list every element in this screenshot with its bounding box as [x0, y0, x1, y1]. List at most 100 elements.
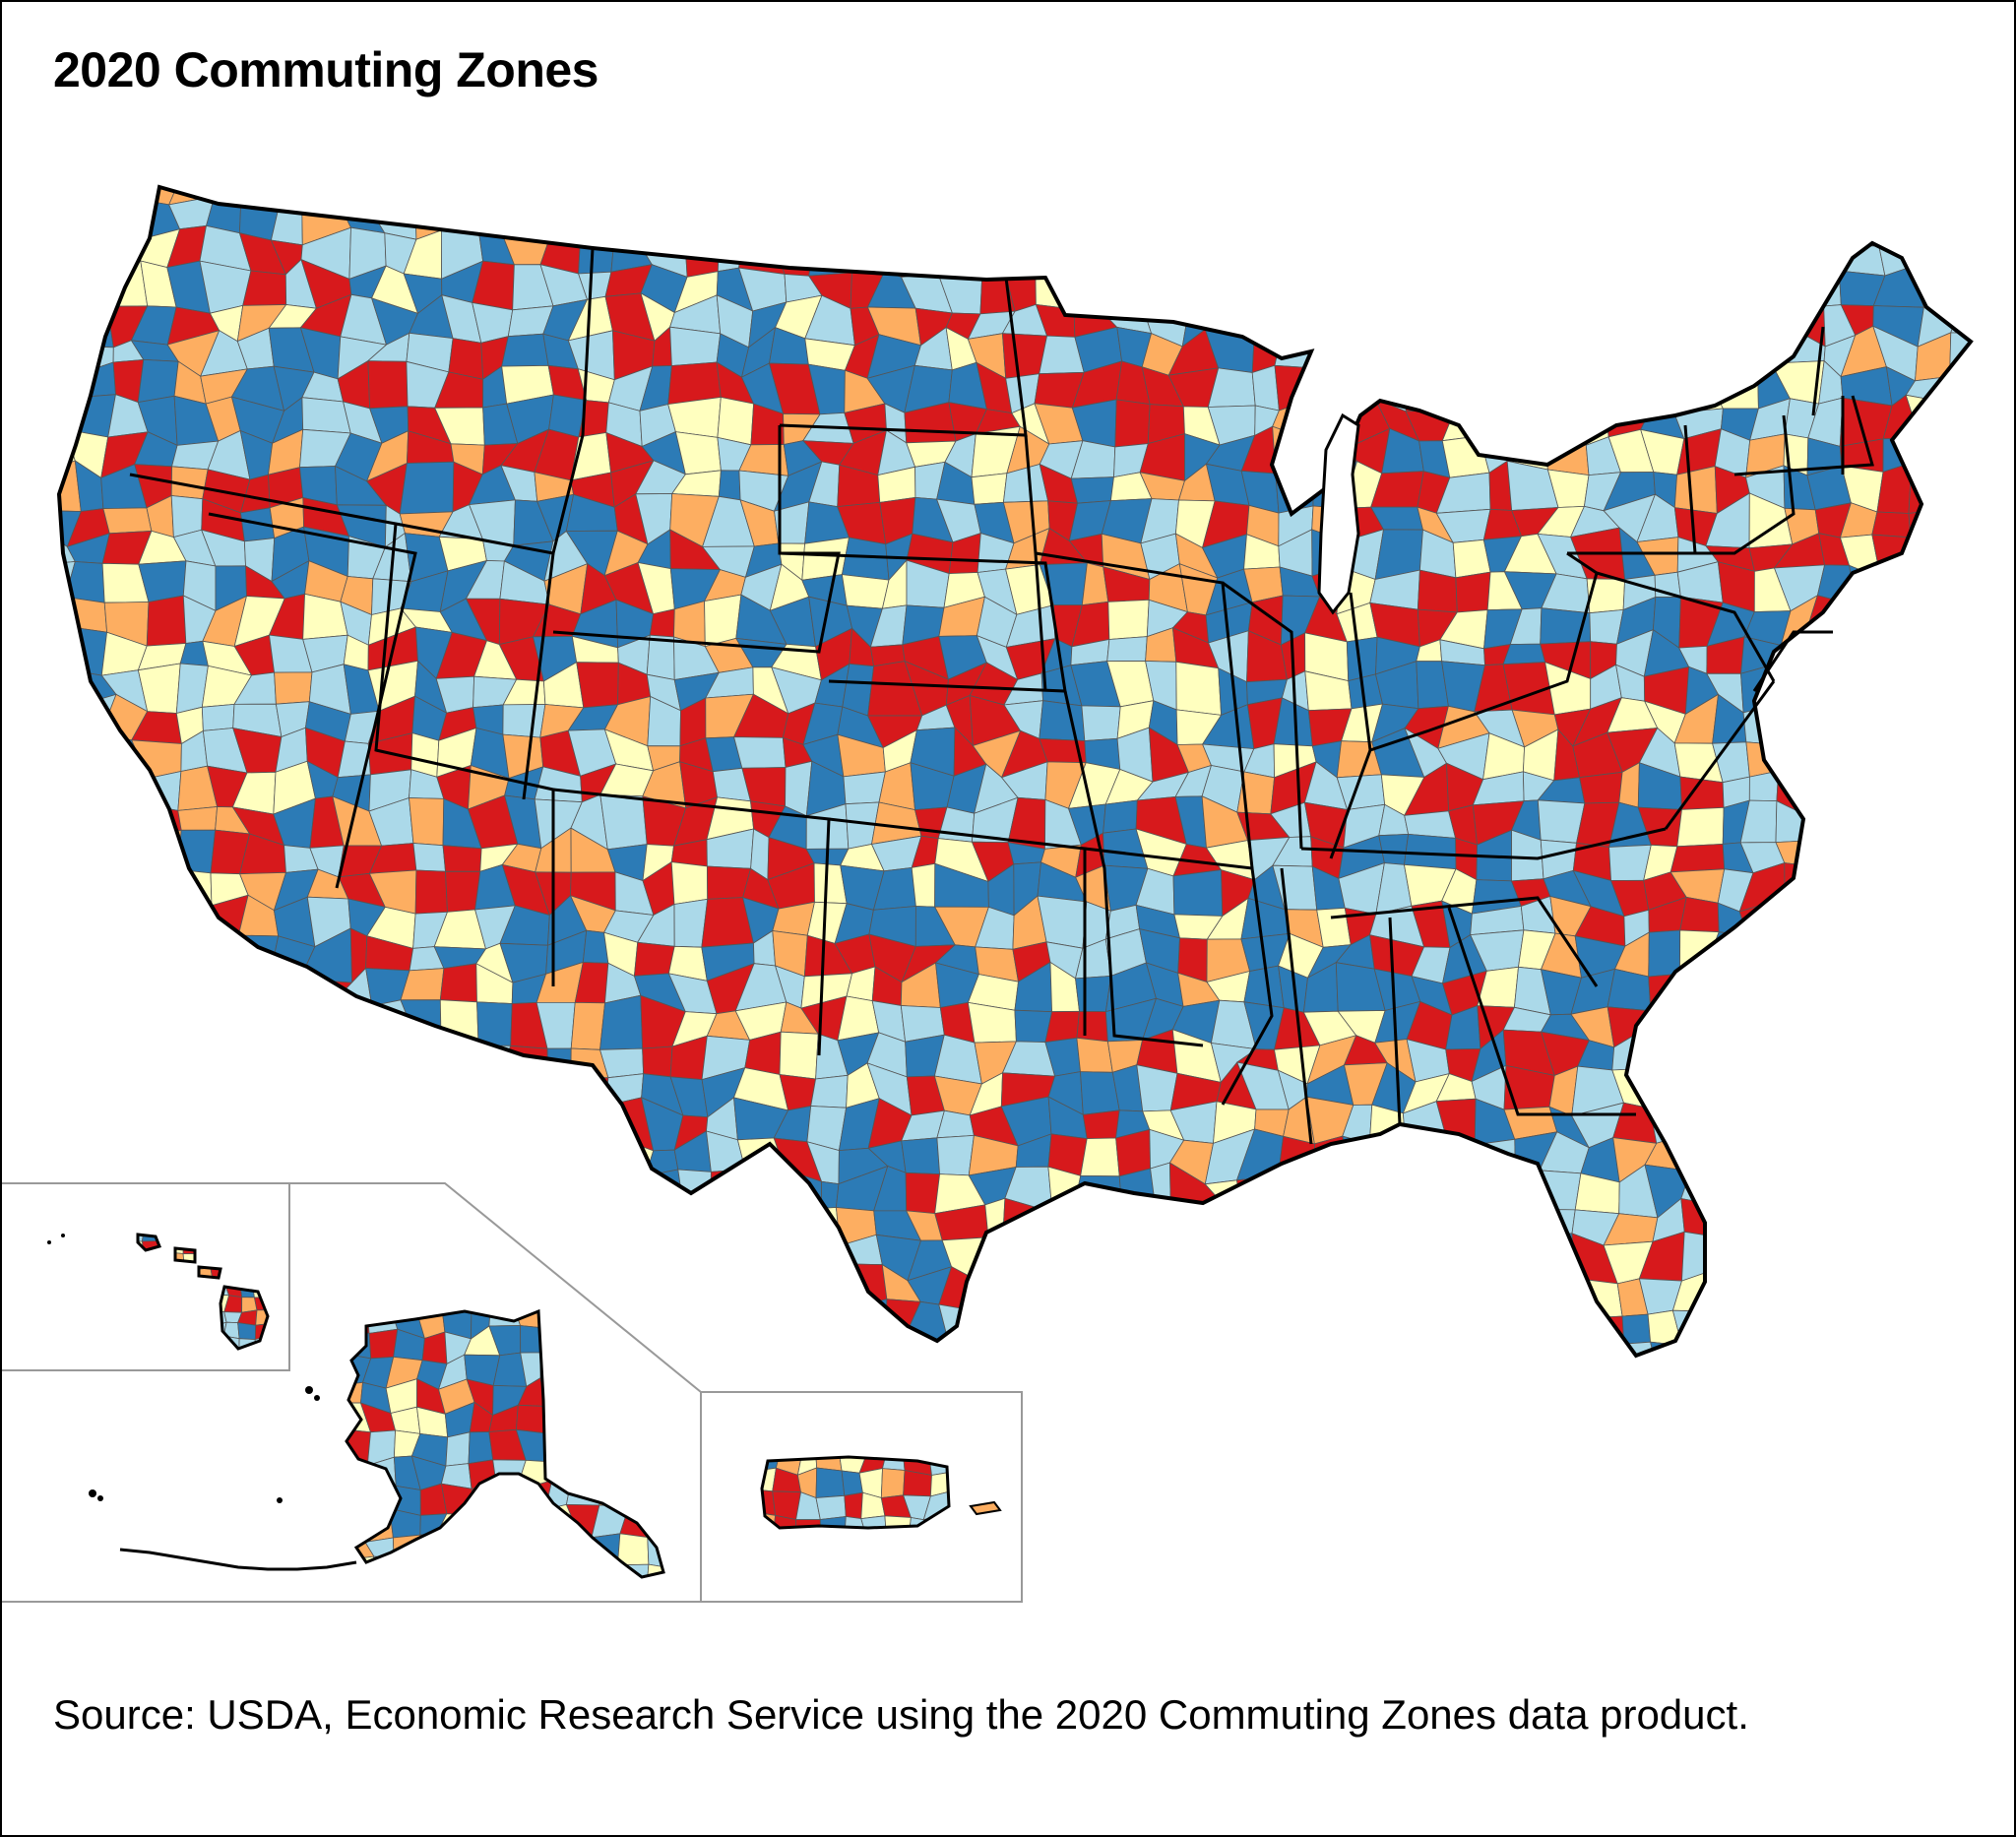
commuting-zone — [240, 187, 285, 197]
commuting-zone — [144, 1307, 159, 1326]
commuting-zone — [670, 1235, 714, 1275]
commuting-zone — [166, 1304, 220, 1345]
commuting-zone — [1908, 1203, 1953, 1244]
commuting-zone — [1807, 1215, 1851, 1241]
commuting-zone — [1941, 508, 1971, 547]
commuting-zone — [297, 1175, 353, 1202]
commuting-zone — [1942, 425, 1971, 478]
commuting-zone — [736, 187, 783, 211]
commuting-zone — [611, 193, 637, 239]
commuting-zone — [595, 1586, 627, 1613]
commuting-zone — [1076, 1010, 1108, 1043]
commuting-zone — [1975, 1313, 2014, 1340]
commuting-zone — [1743, 1241, 1781, 1279]
commuting-zone — [1070, 476, 1114, 504]
commuting-zone — [1983, 477, 2011, 512]
commuting-zone — [1915, 704, 1957, 750]
commuting-zone — [670, 861, 709, 905]
commuting-zone — [472, 1508, 497, 1540]
commuting-zone — [1582, 271, 1623, 312]
commuting-zone — [1947, 224, 1971, 273]
commuting-zone — [1377, 1201, 1416, 1249]
commuting-zone — [96, 928, 145, 967]
commuting-zone — [1742, 1031, 1793, 1065]
commuting-zone — [96, 964, 148, 1006]
commuting-zone — [669, 1359, 703, 1387]
commuting-zone — [143, 829, 182, 870]
commuting-zone — [1372, 262, 1420, 306]
commuting-zone — [2007, 1103, 2014, 1135]
commuting-zone — [71, 1230, 112, 1283]
commuting-zone — [1243, 965, 1285, 1009]
commuting-zone — [1679, 335, 1720, 377]
commuting-zone — [2007, 498, 2014, 540]
commuting-zone — [1272, 1211, 1304, 1233]
commuting-zone — [1912, 1080, 1956, 1115]
commuting-zone — [132, 999, 172, 1050]
commuting-zone — [1073, 1174, 1123, 1214]
commuting-zone — [1706, 1138, 1759, 1184]
commuting-zone — [570, 1334, 614, 1356]
commuting-zone — [1978, 301, 2014, 334]
commuting-zone — [619, 1311, 647, 1334]
commuting-zone — [518, 1508, 551, 1543]
commuting-zone — [140, 1137, 184, 1171]
commuting-zone — [234, 994, 282, 1040]
commuting-zone — [535, 1163, 579, 1211]
commuting-zone — [1839, 745, 1881, 782]
commuting-zone — [1952, 1073, 1971, 1115]
commuting-zone — [1919, 674, 1957, 708]
commuting-zone — [1878, 1364, 1923, 1415]
commuting-zone — [1114, 399, 1151, 448]
commuting-zone — [168, 187, 216, 206]
commuting-zone — [617, 1402, 652, 1439]
commuting-zone — [1036, 191, 1081, 248]
commuting-zone — [1705, 205, 1741, 233]
commuting-zone — [905, 1172, 941, 1215]
commuting-zone — [1846, 1003, 1894, 1049]
commuting-zone — [1804, 631, 1852, 677]
commuting-zone — [1979, 728, 2011, 777]
commuting-zone — [1749, 1000, 1793, 1035]
commuting-zone — [1376, 195, 1423, 241]
commuting-zone — [1942, 393, 1971, 434]
commuting-zone — [1101, 259, 1140, 313]
commuting-zone — [181, 1321, 202, 1336]
commuting-zone — [1979, 171, 2014, 202]
commuting-zone — [2010, 1077, 2014, 1110]
commuting-zone — [1414, 1269, 1458, 1319]
commuting-zone — [169, 899, 213, 945]
commuting-zone — [1547, 187, 1582, 214]
commuting-zone — [1676, 806, 1725, 848]
commuting-zone — [1748, 969, 1792, 1007]
commuting-zone — [234, 1064, 279, 1114]
commuting-zone — [1510, 1230, 1539, 1282]
commuting-zone — [1753, 1142, 1783, 1174]
commuting-zone — [195, 1325, 216, 1336]
commuting-zone — [1002, 1265, 1040, 1317]
commuting-zone — [1441, 199, 1484, 239]
commuting-zone — [59, 187, 85, 209]
commuting-zone — [1841, 760, 1892, 813]
commuting-zone — [1102, 799, 1138, 834]
commuting-zone — [670, 1435, 703, 1466]
commuting-zone — [1639, 1068, 1685, 1109]
commuting-zone — [1452, 266, 1488, 315]
commuting-zone — [511, 1269, 538, 1312]
commuting-zone — [947, 1491, 949, 1513]
commuting-zone — [143, 964, 179, 1002]
commuting-zone — [1035, 1273, 1073, 1317]
commuting-zone — [1455, 571, 1491, 613]
commuting-zone — [1985, 195, 2014, 229]
commuting-zone — [138, 1254, 147, 1272]
commuting-zone — [1841, 1330, 1879, 1356]
commuting-zone — [1438, 361, 1481, 413]
commuting-zone — [338, 1590, 371, 1615]
commuting-zone — [1474, 1340, 1526, 1356]
commuting-zone — [644, 1433, 663, 1467]
commuting-zone — [170, 966, 217, 1018]
commuting-zone — [646, 1358, 663, 1382]
commuting-zone — [1706, 187, 1753, 213]
commuting-zone — [275, 1268, 318, 1305]
commuting-zone — [1709, 1270, 1755, 1312]
